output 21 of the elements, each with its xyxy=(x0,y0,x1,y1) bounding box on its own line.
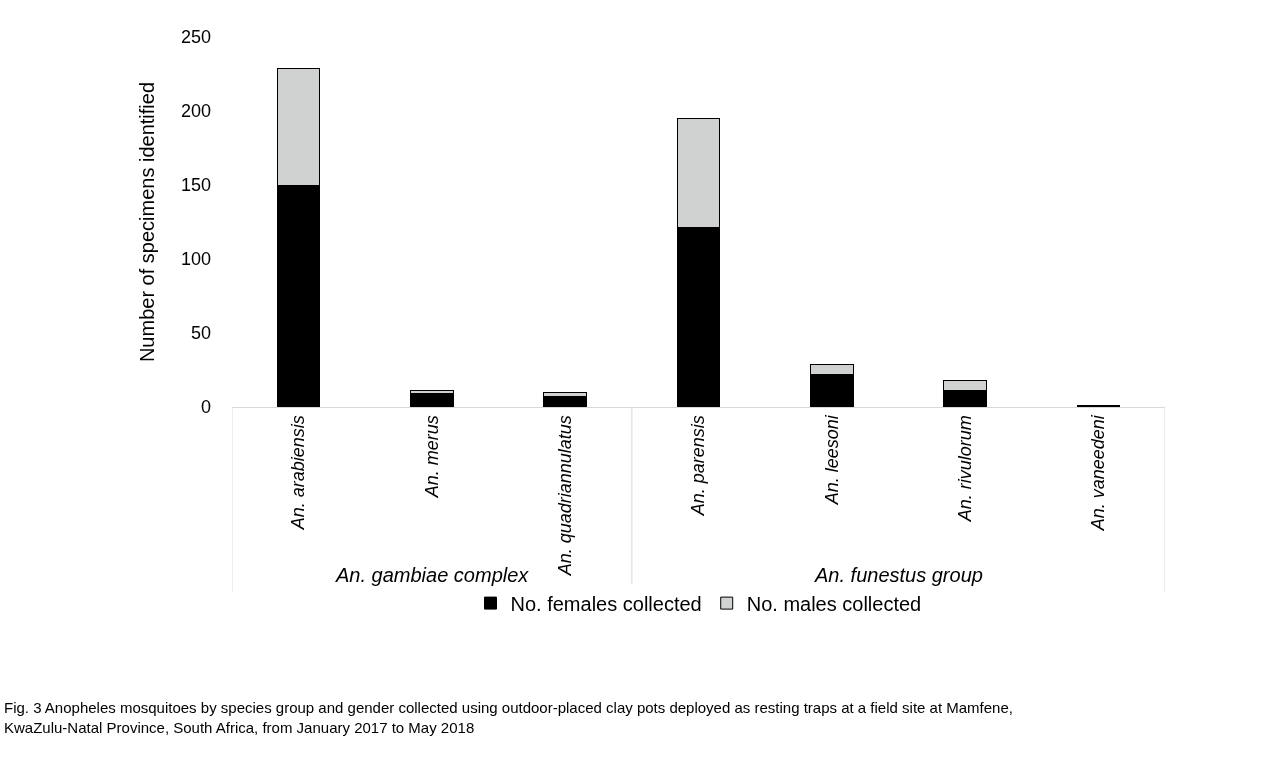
x-tick-label: An. quadriannulatus xyxy=(555,415,576,577)
x-tick-label: An. rivulorum xyxy=(954,415,975,523)
x-tick-label: An. parensis xyxy=(688,415,709,517)
y-tick-label: 150 xyxy=(180,175,211,196)
y-tick-label: 100 xyxy=(180,249,211,270)
x-tick-label: An. vaneedeni xyxy=(1088,414,1109,532)
bar xyxy=(410,393,454,407)
y-tick-label: 50 xyxy=(190,323,211,344)
y-tick-label: 250 xyxy=(180,27,211,48)
caption: Fig. 3 Anopheles mosquitoes by species group and gender collected using outdoor-placed clay pots deployed as resting traps at a field site at Mamfene, KwaZulu-Natal Province, South Africa, from January 2017 to May 2018 xyxy=(4,699,1013,736)
legend-label: No. females collected xyxy=(510,592,702,615)
y-tick-label: 200 xyxy=(180,101,211,122)
bar xyxy=(543,396,588,407)
y-tick-label: 0 xyxy=(200,397,211,418)
x-tick-label: An. arabiensis xyxy=(288,415,309,531)
x-tick-label: An. leesoni xyxy=(821,414,842,506)
x-tick-label: An. merus xyxy=(421,415,442,499)
y-axis-title: Number of specimens identified xyxy=(136,81,159,363)
legend-label: No. males collected xyxy=(746,592,922,615)
text: An. funestus group xyxy=(814,564,983,586)
text: An. gambiae complex xyxy=(335,564,530,586)
